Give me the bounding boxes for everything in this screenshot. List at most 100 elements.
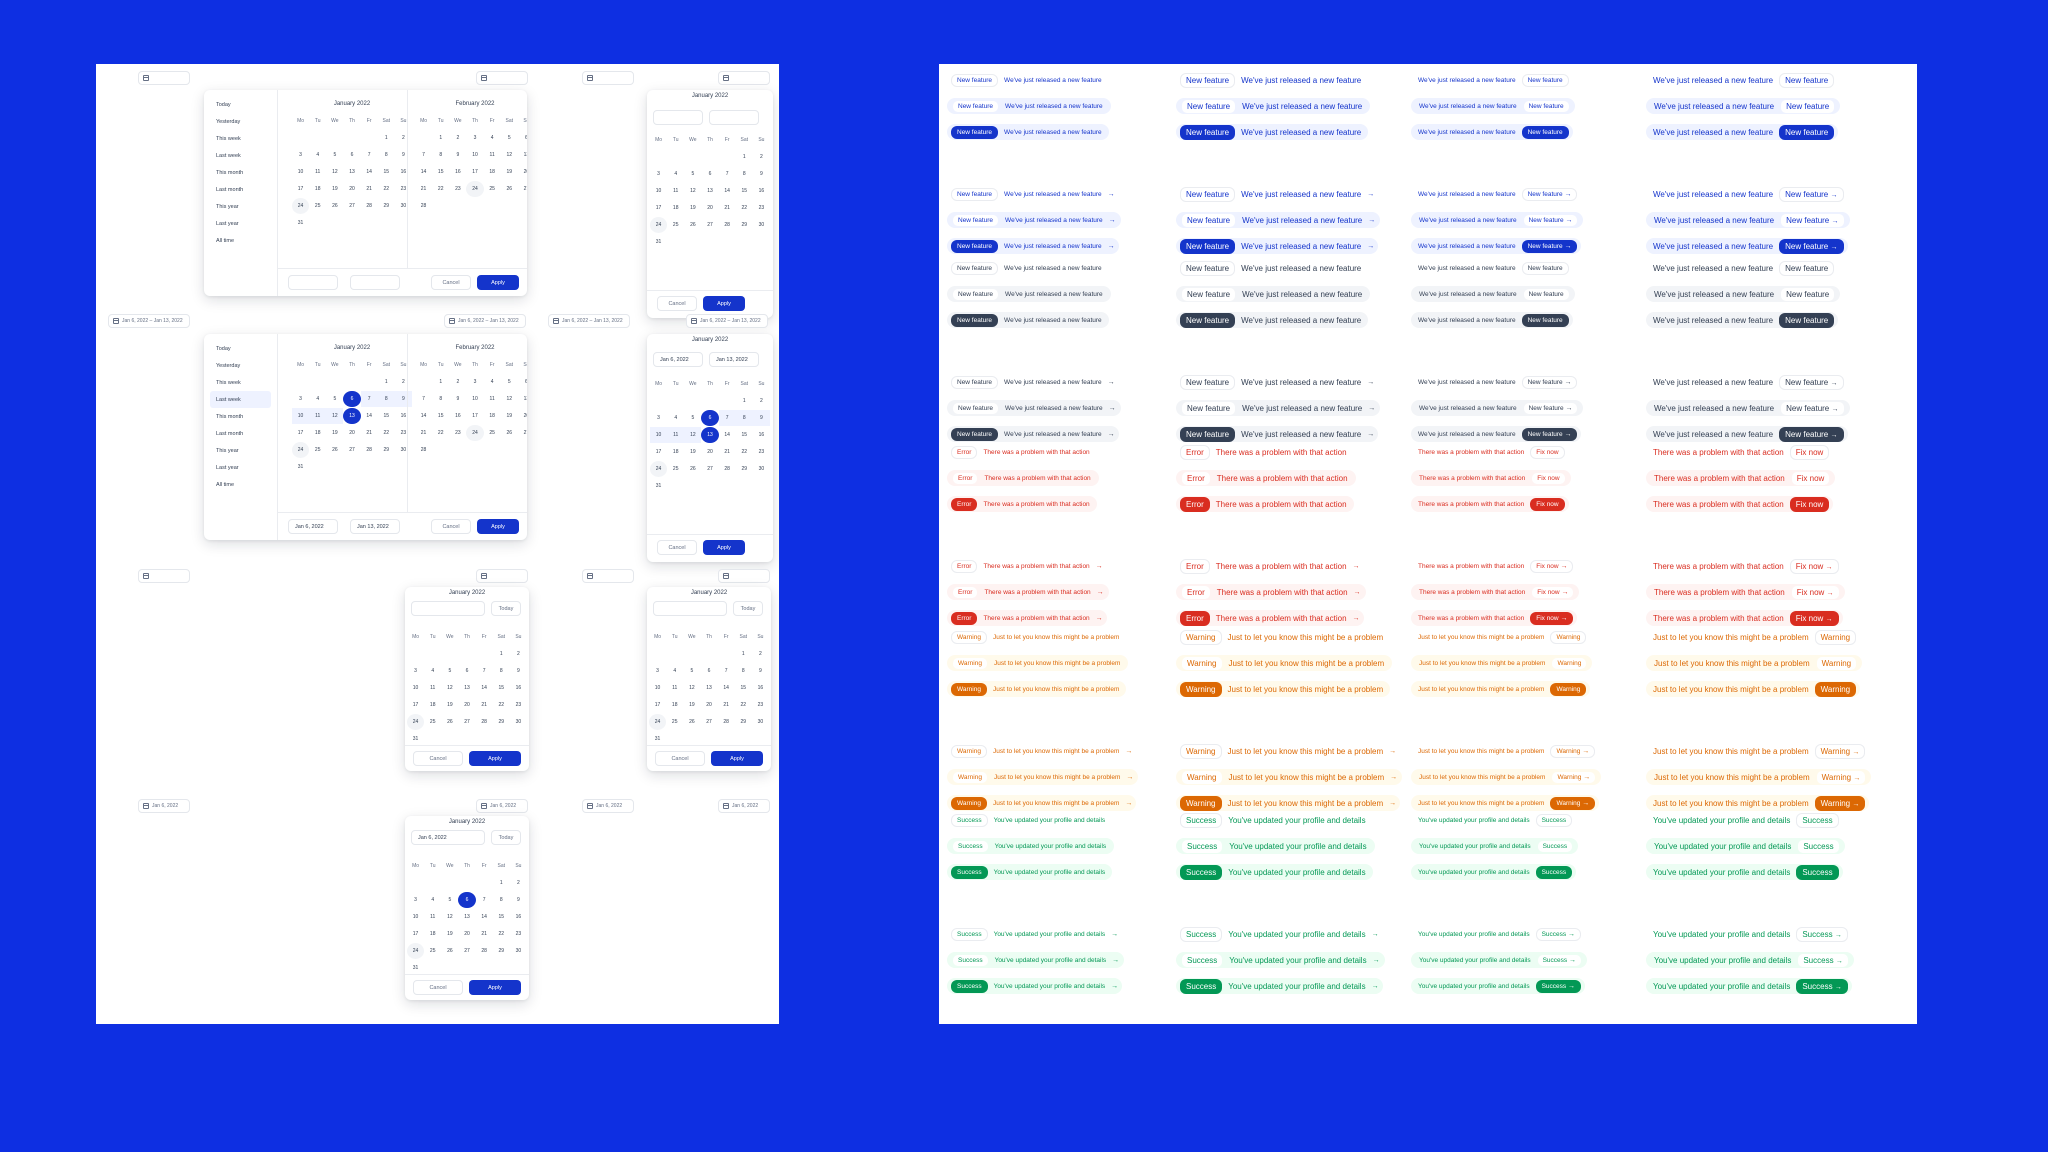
badge-info[interactable]: New feature We've just released a new fea… xyxy=(947,212,1121,228)
calendar-day[interactable]: 20 xyxy=(523,413,527,419)
calendar-day[interactable]: 5 xyxy=(507,379,511,385)
calendar-day[interactable]: 17 xyxy=(412,702,419,708)
calendar-day[interactable]: 13 xyxy=(343,408,361,424)
calendar-day[interactable]: 23 xyxy=(455,186,461,192)
calendar-day[interactable]: 21 xyxy=(724,205,730,211)
date-picker-trigger[interactable] xyxy=(476,569,528,583)
calendar-day[interactable]: 12 xyxy=(326,408,344,424)
badge-warning[interactable]: Just to let you know this might be a pro… xyxy=(1646,681,1861,697)
badge-warning[interactable]: Just to let you know this might be a pro… xyxy=(1411,655,1593,671)
badge-success[interactable]: Success You've updated your profile and d… xyxy=(947,864,1113,880)
badge-error[interactable]: There was a problem with that action Fix … xyxy=(1411,444,1569,460)
calendar-day[interactable]: 16 xyxy=(455,169,461,175)
end-date-input[interactable]: Jan 13, 2022 xyxy=(709,352,759,367)
badge-gray[interactable]: New feature We've just released a new fea… xyxy=(947,312,1109,328)
badge-success[interactable]: Success You've updated your profile and d… xyxy=(1176,926,1383,942)
calendar-day[interactable]: 2 xyxy=(760,398,763,404)
calendar-day[interactable]: 27 xyxy=(523,186,527,192)
calendar-day[interactable]: 4 xyxy=(316,396,320,402)
badge-success[interactable]: You've updated your profile and details S… xyxy=(1646,864,1843,880)
calendar-day[interactable]: 25 xyxy=(489,186,495,192)
calendar-day[interactable]: 16 xyxy=(757,685,764,691)
calendar-day[interactable]: 24 xyxy=(407,714,425,730)
calendar-day[interactable]: 13 xyxy=(523,396,527,402)
calendar-day[interactable]: 19 xyxy=(447,931,453,937)
calendar-day[interactable]: 10 xyxy=(412,685,419,691)
calendar-day[interactable]: 5 xyxy=(333,152,337,158)
calendar-day[interactable]: 25 xyxy=(672,222,679,228)
calendar-day[interactable]: 1 xyxy=(741,651,745,657)
badge-info[interactable]: We've just released a new feature New fea… xyxy=(1646,238,1848,254)
calendar-day[interactable]: 23 xyxy=(455,430,461,436)
badge-error[interactable]: Error There was a problem with that actio… xyxy=(1176,558,1364,574)
preset-item[interactable]: Today xyxy=(216,345,231,352)
calendar-day[interactable]: 5 xyxy=(507,135,511,141)
calendar-day[interactable]: 6 xyxy=(465,668,469,674)
apply-button[interactable]: Apply xyxy=(469,751,521,766)
calendar-day[interactable]: 8 xyxy=(377,391,395,407)
calendar-day[interactable]: 29 xyxy=(741,466,748,472)
calendar-day[interactable]: 4 xyxy=(674,415,678,421)
badge-warning[interactable]: Just to let you know this might be a pro… xyxy=(1646,655,1863,671)
calendar-day[interactable]: 15 xyxy=(437,169,444,175)
calendar-day[interactable]: 2 xyxy=(456,135,460,141)
calendar-day[interactable]: 24 xyxy=(407,943,425,959)
preset-item[interactable]: This week xyxy=(216,135,241,142)
calendar-day[interactable]: 11 xyxy=(430,914,436,920)
badge-error[interactable]: Error There was a problem with that actio… xyxy=(947,496,1097,512)
calendar-day[interactable]: 15 xyxy=(383,413,390,419)
calendar-day[interactable]: 9 xyxy=(456,152,460,158)
badge-info[interactable]: We've just released a new feature New fea… xyxy=(1646,98,1841,114)
preset-item[interactable]: Last month xyxy=(216,186,244,193)
calendar-day[interactable]: 5 xyxy=(690,668,694,674)
calendar-day[interactable]: 14 xyxy=(481,685,487,691)
badge-gray[interactable]: New feature We've just released a new fea… xyxy=(1176,312,1369,328)
calendar-day[interactable]: 15 xyxy=(437,413,444,419)
start-date-input[interactable]: Jan 6, 2022 xyxy=(288,519,338,534)
calendar-day[interactable]: 2 xyxy=(517,880,520,886)
calendar-day[interactable]: 30 xyxy=(400,203,407,209)
cancel-button[interactable]: Cancel xyxy=(657,296,697,311)
badge-info[interactable]: New feature We've just released a new fea… xyxy=(1176,212,1381,228)
badge-gray[interactable]: We've just released a new feature New fea… xyxy=(1646,426,1848,442)
calendar-day[interactable]: 20 xyxy=(464,702,470,708)
preset-item[interactable]: This week xyxy=(216,379,241,386)
badge-warning[interactable]: Just to let you know this might be a pro… xyxy=(1411,681,1591,697)
calendar-day[interactable]: 20 xyxy=(523,169,527,175)
calendar-day[interactable]: 13 xyxy=(349,169,355,175)
date-picker-trigger[interactable]: Jan 6, 2022 – Jan 13, 2022 xyxy=(686,314,768,328)
badge-success[interactable]: Success You've updated your profile and d… xyxy=(947,812,1112,828)
cancel-button[interactable]: Cancel xyxy=(413,980,463,995)
calendar-day[interactable]: 1 xyxy=(742,398,746,404)
calendar-day[interactable]: 17 xyxy=(472,169,478,175)
calendar-day[interactable]: 4 xyxy=(490,379,494,385)
calendar-day[interactable]: 6 xyxy=(525,135,527,141)
calendar-day[interactable]: 11 xyxy=(667,427,685,443)
badge-info[interactable]: New feature We've just released a new fea… xyxy=(947,98,1111,114)
start-date-input[interactable]: Jan 6, 2022 xyxy=(653,352,703,367)
badge-success[interactable]: Success You've updated your profile and d… xyxy=(1176,838,1375,854)
badge-warning[interactable]: Warning Just to let you know this might b… xyxy=(947,629,1126,645)
date-picker-trigger[interactable]: Jan 6, 2022 – Jan 13, 2022 xyxy=(108,314,190,328)
badge-error[interactable]: There was a problem with that action Fix … xyxy=(1646,444,1833,460)
date-picker-trigger[interactable] xyxy=(718,71,770,85)
badge-gray[interactable]: We've just released a new feature New fea… xyxy=(1411,426,1582,442)
badge-success[interactable]: You've updated your profile and details S… xyxy=(1411,838,1579,854)
calendar-day[interactable]: 7 xyxy=(482,668,486,674)
badge-warning[interactable]: Warning Just to let you know this might b… xyxy=(1176,629,1390,645)
calendar-day[interactable]: 20 xyxy=(707,449,713,455)
calendar-day[interactable]: 22 xyxy=(383,430,390,436)
calendar-day[interactable]: 4 xyxy=(431,668,435,674)
badge-warning[interactable]: Warning Just to let you know this might b… xyxy=(1176,681,1391,697)
calendar-day[interactable]: 26 xyxy=(690,222,696,228)
calendar-day[interactable]: 16 xyxy=(515,685,522,691)
calendar-day[interactable]: 24 xyxy=(649,714,667,730)
badge-gray[interactable]: We've just released a new feature New fea… xyxy=(1646,374,1848,390)
calendar-day[interactable]: 17 xyxy=(297,186,304,192)
badge-warning[interactable]: Just to let you know this might be a pro… xyxy=(1646,743,1869,759)
calendar-day[interactable]: 14 xyxy=(481,914,487,920)
badge-error[interactable]: There was a problem with that action Fix … xyxy=(1646,584,1845,600)
calendar-day[interactable]: 3 xyxy=(657,171,660,177)
calendar-day[interactable]: 27 xyxy=(349,203,355,209)
calendar-day[interactable]: 6 xyxy=(707,668,711,674)
